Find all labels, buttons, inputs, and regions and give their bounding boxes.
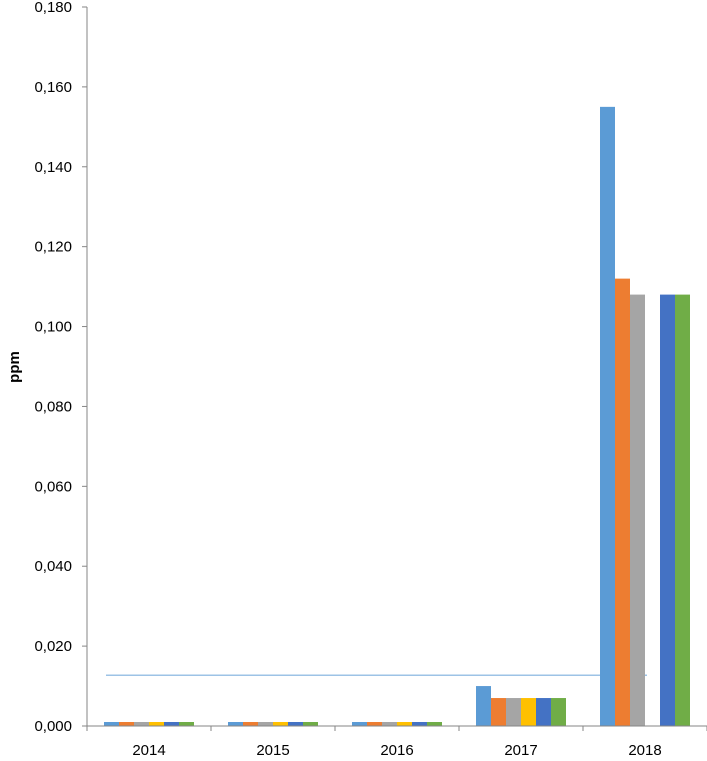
y-tick-label: 0,140 [34,159,72,176]
bar [476,686,491,726]
x-tick-label: 2016 [380,742,413,759]
bar [491,698,506,726]
y-tick-label: 0,180 [34,0,72,16]
bar [134,722,149,726]
y-tick-label: 0,000 [34,718,72,735]
bar [382,722,397,726]
bar [228,722,243,726]
bar [288,722,303,726]
bar [660,294,675,726]
y-tick-label: 0,160 [34,79,72,96]
bar [352,722,367,726]
bar [675,294,690,726]
bar [164,722,179,726]
bar [243,722,258,726]
bar [303,722,318,726]
bar [273,722,288,726]
y-tick-label: 0,080 [34,398,72,415]
y-tick-label: 0,100 [34,319,72,336]
x-tick-label: 2015 [256,742,289,759]
y-axis-ticks: 0,000 0,020 0,040 0,060 0,080 0,100 0,120 0,140… [34,0,87,735]
bar [506,698,521,726]
bar [119,722,134,726]
bar [521,698,536,726]
bar [427,722,442,726]
bar [536,698,551,726]
bar [412,722,427,726]
x-axis-ticks: 2014 2015 2016 2017 2018 [86,726,707,759]
bar [149,722,164,726]
bar [600,106,615,727]
y-axis-title: ppm [6,351,23,383]
bar [258,722,273,726]
y-tick-label: 0,060 [34,478,72,495]
bar [551,698,566,726]
bar [615,278,630,726]
y-tick-label: 0,120 [34,239,72,256]
x-tick-label: 2018 [628,742,661,759]
bar [179,722,194,726]
bars [104,106,690,727]
y-tick-label: 0,040 [34,558,72,575]
axes [86,7,707,727]
bar [397,722,412,726]
bar [367,722,382,726]
bar [630,294,645,726]
x-tick-label: 2017 [504,742,537,759]
y-tick-label: 0,020 [34,638,72,655]
bar [104,722,119,726]
x-tick-label: 2014 [132,742,165,759]
